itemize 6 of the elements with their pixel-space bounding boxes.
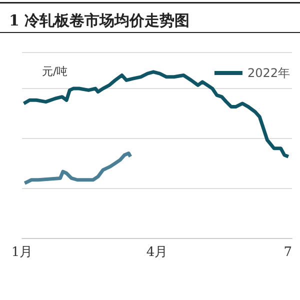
x-tick-label: 1月 — [11, 245, 33, 260]
x-tick-label: 7 — [284, 245, 292, 260]
annotation: 元/吨 — [42, 64, 68, 79]
chart-title: 1 冷轧板卷市场均价走势图 — [9, 12, 190, 30]
x-tick-label: 4月 — [146, 245, 168, 260]
legend-label: 2022年 — [247, 66, 290, 80]
